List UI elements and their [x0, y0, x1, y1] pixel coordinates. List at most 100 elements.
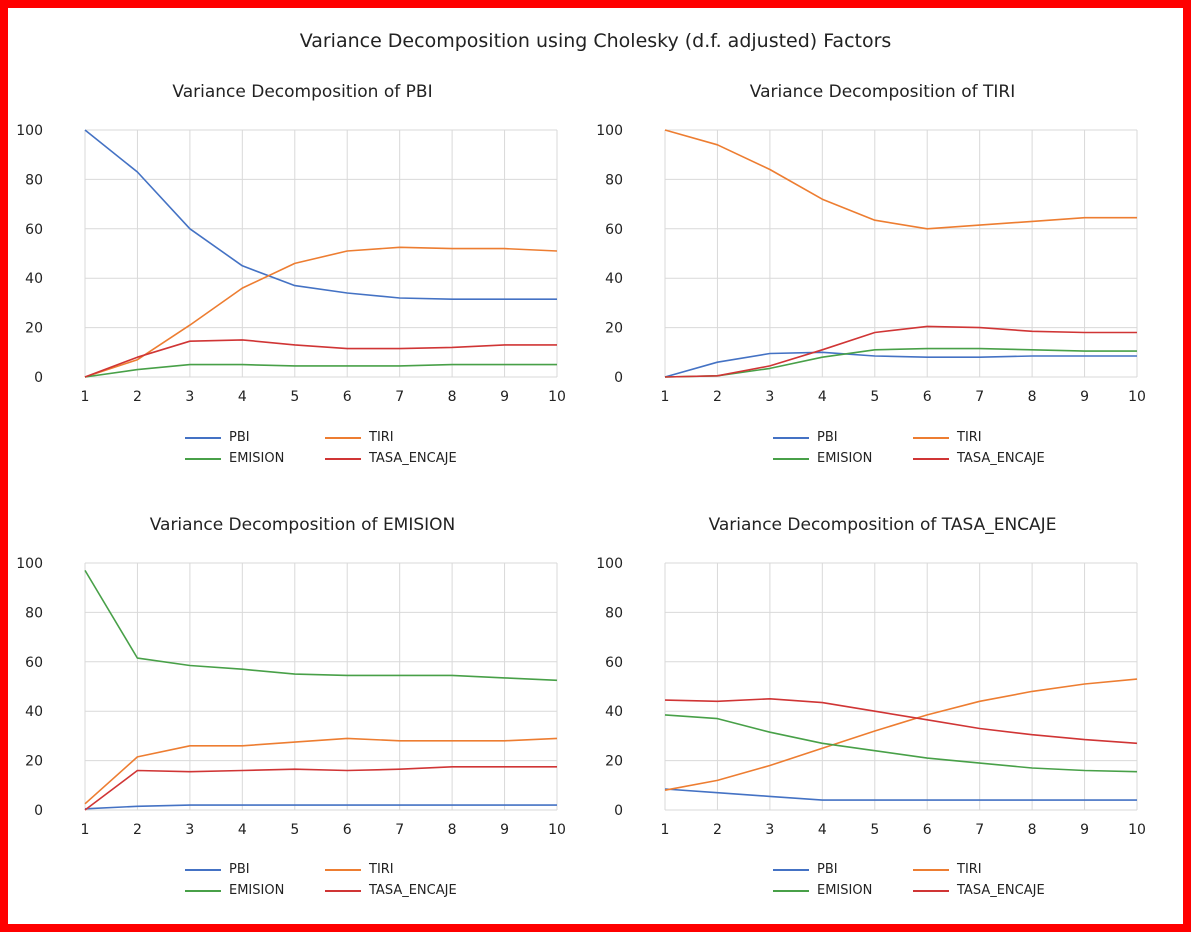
legend-swatch: [913, 457, 949, 460]
legend-label: EMISION: [229, 883, 285, 898]
x-tick-label: 7: [395, 822, 404, 838]
legend-swatch: [325, 436, 361, 439]
legend-label: EMISION: [817, 451, 873, 466]
y-tick-label: 100: [16, 123, 43, 139]
y-tick-label: 60: [25, 222, 43, 238]
x-tick-label: 9: [1080, 389, 1089, 405]
legend-label: TIRI: [369, 862, 394, 877]
series-line-tiri: [664, 678, 1138, 791]
legend-item: EMISION: [185, 883, 325, 898]
legend-item: TASA_ENCAJE: [325, 451, 465, 466]
x-tick-label: 10: [548, 822, 566, 838]
panel-tasa-encaje: Variance Decomposition of TASA_ENCAJE 0 2…: [596, 508, 1165, 908]
x-tick-label: 1: [81, 389, 90, 405]
x-tick-label: 5: [870, 822, 879, 838]
x-tick-label: 9: [1080, 822, 1089, 838]
legend-label: EMISION: [229, 451, 285, 466]
legend-label: TIRI: [369, 430, 394, 445]
x-tick-label: 10: [548, 389, 566, 405]
x-tick-label: 7: [975, 822, 984, 838]
y-tick-label: 100: [596, 123, 623, 139]
legend-item: TIRI: [913, 862, 1053, 877]
x-tick-label: 8: [448, 822, 457, 838]
legend-label: TASA_ENCAJE: [957, 451, 1045, 466]
x-tick-label: 8: [1028, 389, 1037, 405]
y-tick-label: 80: [25, 605, 43, 621]
series-line-tasa-encaje: [664, 325, 1137, 378]
panel-title: Variance Decomposition of TASA_ENCAJE: [708, 515, 1057, 535]
legend-label: EMISION: [817, 883, 873, 898]
x-tick-label: 3: [765, 389, 774, 405]
series-line-emision: [84, 569, 558, 682]
y-tick-label: 20: [605, 754, 623, 770]
legend-item: PBI: [773, 430, 913, 445]
x-tick-label: 10: [1128, 389, 1146, 405]
legend-swatch: [325, 457, 361, 460]
y-tick-label: 0: [614, 803, 623, 819]
y-tick-label: 60: [605, 655, 623, 671]
legend-label: TIRI: [957, 862, 982, 877]
legend-label: PBI: [229, 862, 250, 877]
panel-pbi: Variance Decomposition of PBI 0 20 40 60 80 1…: [16, 75, 585, 475]
legend-swatch: [773, 889, 809, 892]
legend-swatch: [185, 436, 221, 439]
legend-item: EMISION: [773, 883, 913, 898]
series-line-tasa-encaje: [84, 339, 557, 378]
panel-title: Variance Decomposition of TIRI: [749, 82, 1016, 102]
y-tick-label: 40: [25, 271, 43, 287]
legend-swatch: [185, 457, 221, 460]
y-tick-label: 80: [605, 172, 623, 188]
x-tick-label: 6: [923, 822, 932, 838]
series-line-emision: [664, 714, 1138, 773]
y-tick-label: 80: [605, 605, 623, 621]
series-line-pbi: [84, 804, 557, 810]
main-title: Variance Decomposition using Cholesky (d…: [299, 30, 892, 52]
line-chart: 0 20 40 60 80 100 1 2 3 4 5 6 7 8 9 10: [596, 123, 1146, 405]
x-tick-label: 7: [395, 389, 404, 405]
x-tick-label: 5: [870, 389, 879, 405]
legend: PBI TIRI EMISION TASA_ENCAJE: [185, 862, 465, 898]
line-chart: 0 20 40 60 80 100 1 2 3 4 5 6 7 8 9 10: [16, 556, 566, 838]
legend-swatch: [185, 868, 221, 871]
legend-swatch: [913, 868, 949, 871]
legend-item: TASA_ENCAJE: [325, 883, 465, 898]
series-line-emision: [84, 363, 557, 378]
legend-swatch: [913, 889, 949, 892]
panel-title: Variance Decomposition of PBI: [172, 82, 433, 102]
legend-item: TASA_ENCAJE: [913, 451, 1053, 466]
y-tick-label: 40: [605, 271, 623, 287]
y-tick-label: 20: [25, 754, 43, 770]
y-tick-label: 0: [34, 803, 43, 819]
legend-label: TASA_ENCAJE: [957, 883, 1045, 898]
line-chart: 0 20 40 60 80 100 1 2 3 4 5 6 7 8 9 10: [596, 556, 1146, 838]
y-tick-label: 0: [614, 370, 623, 386]
y-tick-label: 100: [16, 556, 43, 572]
x-tick-label: 4: [238, 822, 247, 838]
legend-swatch: [325, 889, 361, 892]
legend-item: TIRI: [325, 430, 465, 445]
legend-label: TASA_ENCAJE: [369, 883, 457, 898]
legend-swatch: [773, 457, 809, 460]
y-tick-label: 20: [605, 321, 623, 337]
x-tick-label: 8: [1028, 822, 1037, 838]
panel-emision: Variance Decomposition of EMISION 0 20 40 6…: [16, 508, 585, 908]
series-line-tasa-encaje: [664, 698, 1138, 745]
x-tick-label: 4: [818, 822, 827, 838]
y-tick-label: 40: [25, 704, 43, 720]
series-line-pbi: [84, 129, 557, 300]
legend-label: PBI: [817, 430, 838, 445]
series-line-pbi: [664, 351, 1137, 378]
series-line-emision: [664, 347, 1137, 378]
legend-item: TIRI: [325, 862, 465, 877]
legend: PBI TIRI EMISION TASA_ENCAJE: [773, 862, 1053, 898]
legend-item: EMISION: [185, 451, 325, 466]
y-tick-label: 0: [34, 370, 43, 386]
series-line-tiri: [664, 129, 1137, 230]
series-line-tasa-encaje: [84, 765, 557, 811]
x-tick-label: 5: [290, 389, 299, 405]
x-tick-label: 6: [343, 822, 352, 838]
series-line-pbi: [664, 788, 1137, 801]
legend-item: EMISION: [773, 451, 913, 466]
legend-item: PBI: [185, 862, 325, 877]
legend-label: TASA_ENCAJE: [369, 451, 457, 466]
